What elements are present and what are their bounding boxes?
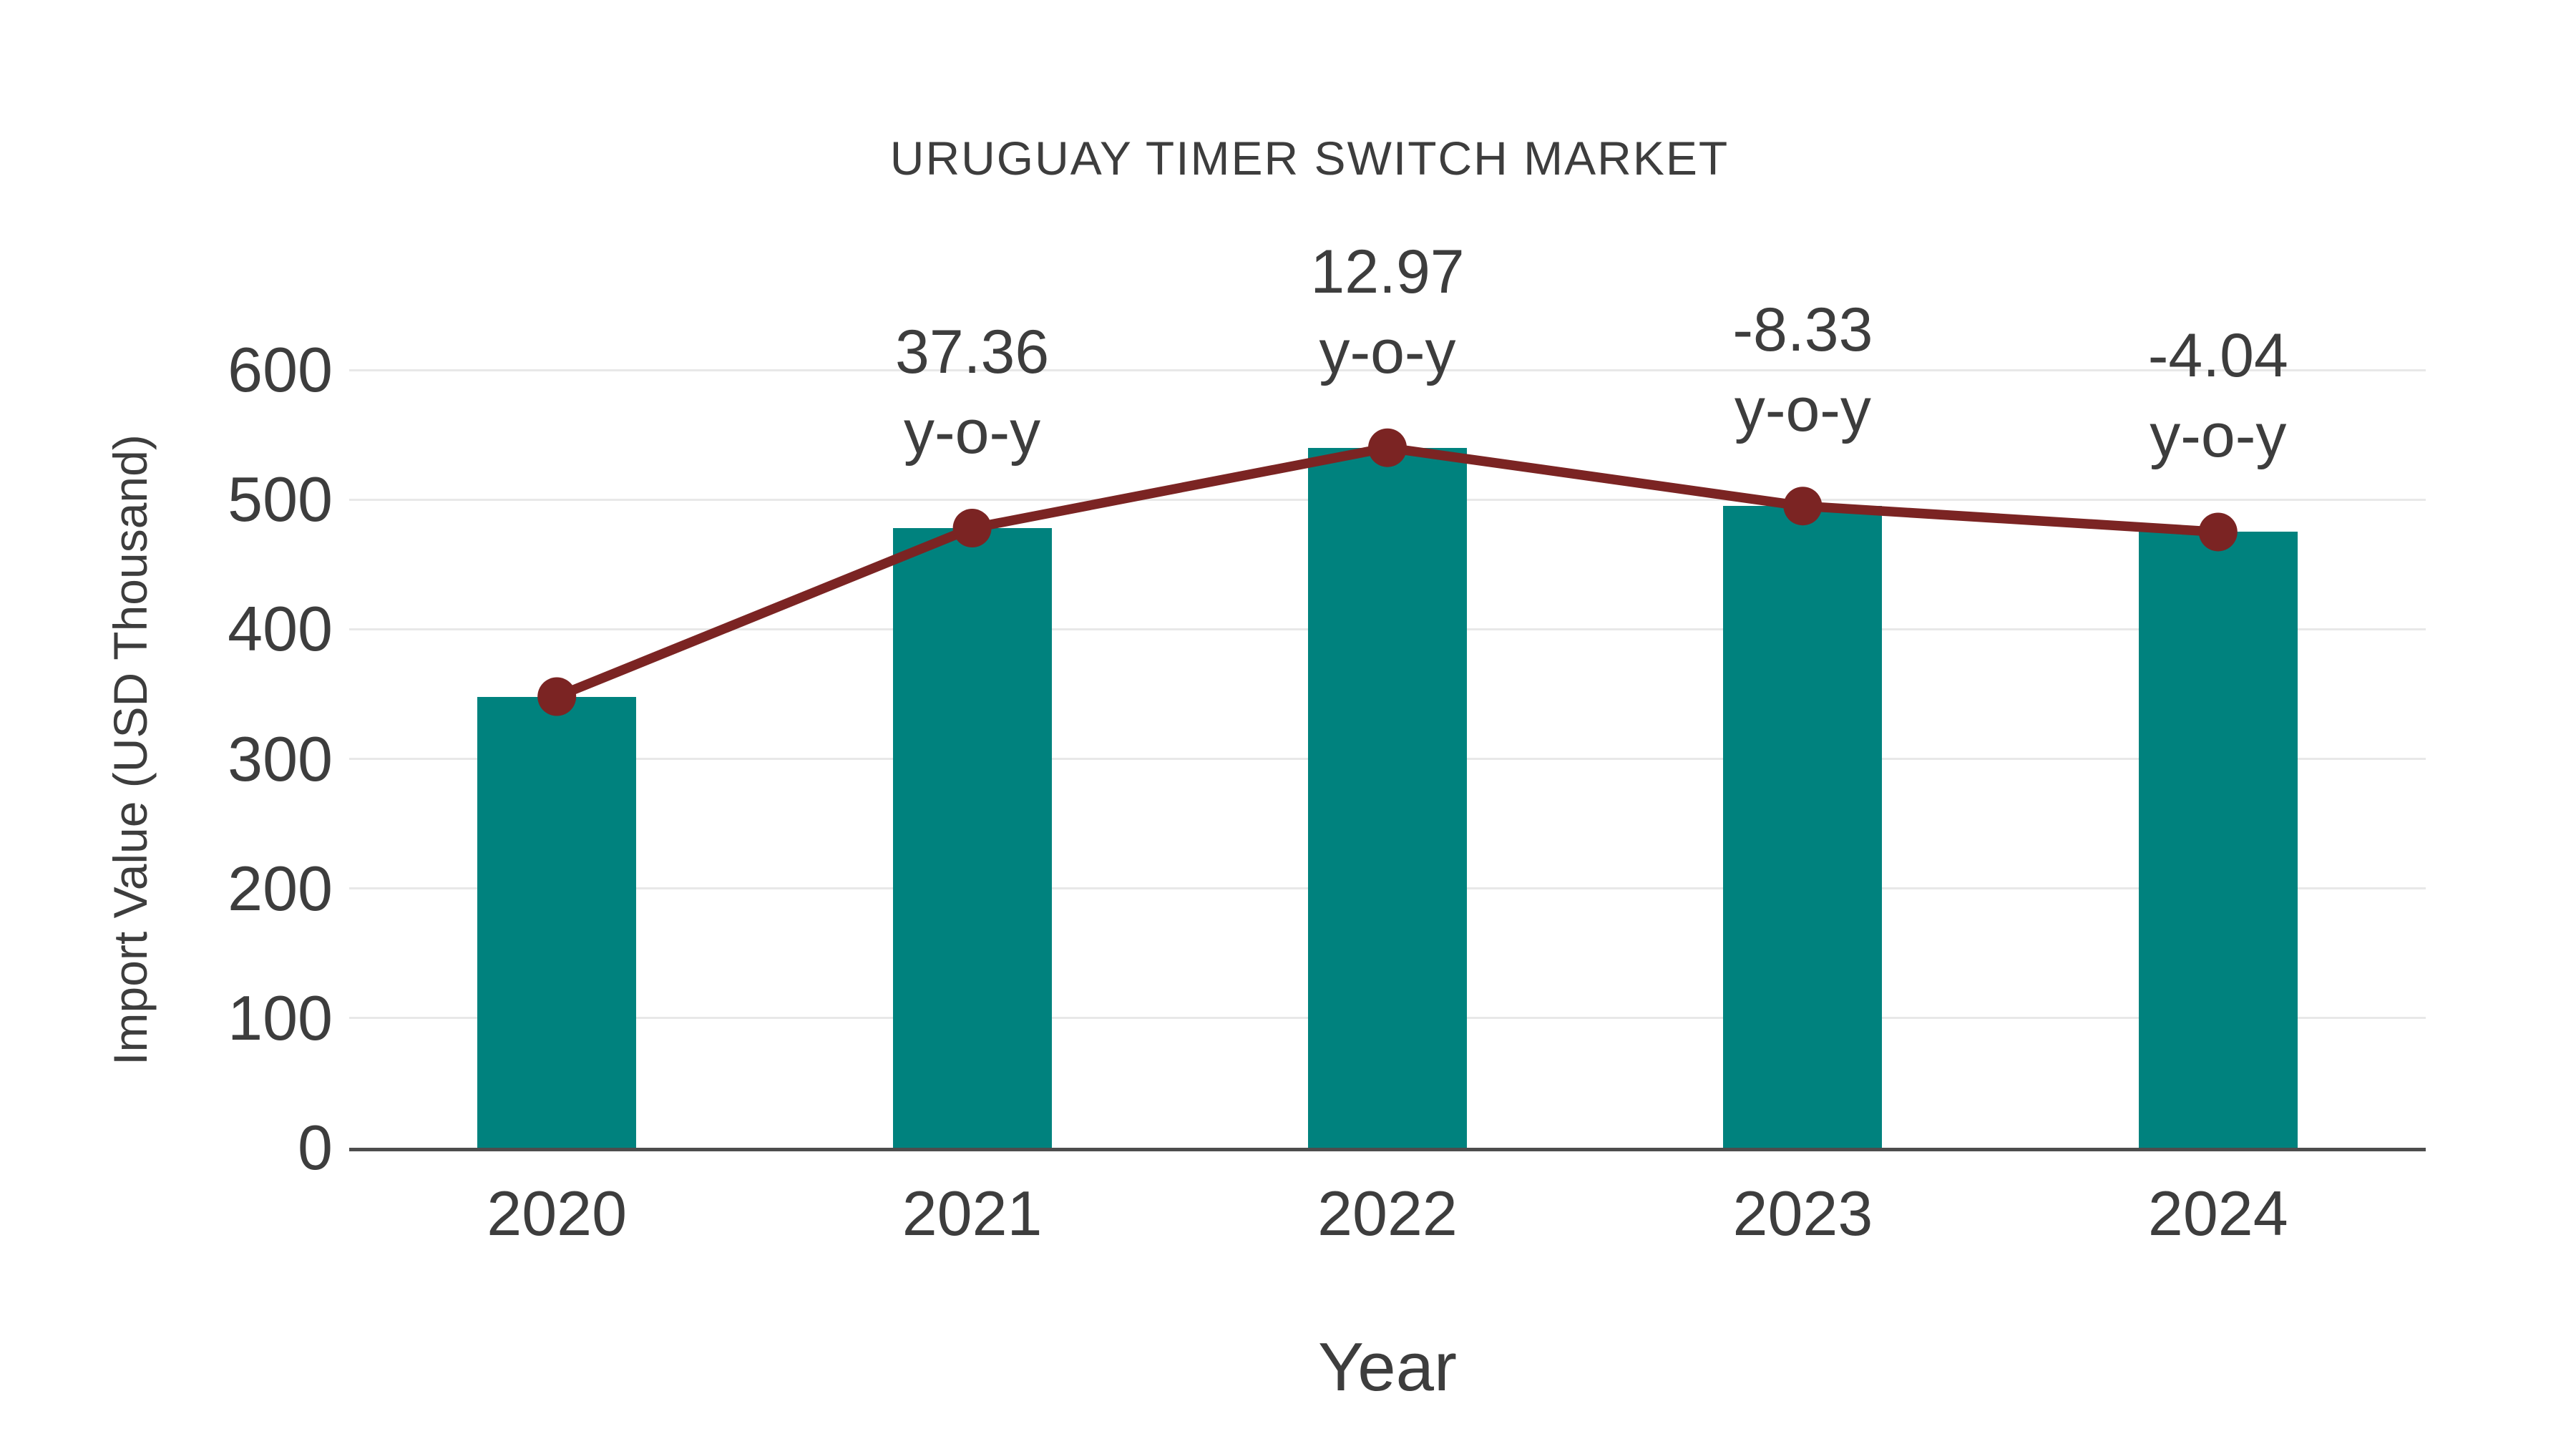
annotation-value-2022: 12.97 (1310, 237, 1465, 306)
annotation-2024: -4.04 y-o-y (1968, 316, 2469, 476)
x-axis-title: Year (1318, 1329, 1457, 1405)
x-tick-label-2020: 2020 (487, 1178, 628, 1249)
bar-2022 (1308, 447, 1467, 1148)
y-tick-label-300: 300 (228, 723, 333, 794)
bar-2021 (892, 528, 1052, 1148)
annotation-suffix-2024: y-o-y (2150, 401, 2287, 471)
y-tick-label-500: 500 (228, 464, 333, 535)
y-tick-label-200: 200 (228, 852, 333, 924)
x-tick-label-2024: 2024 (2147, 1178, 2288, 1249)
annotation-suffix-2023: y-o-y (1734, 376, 1871, 445)
x-tick-label-2022: 2022 (1317, 1178, 1458, 1249)
annotation-2023: -8.33 y-o-y (1552, 290, 2053, 450)
y-tick-label-400: 400 (228, 593, 333, 665)
x-axis-line (349, 1148, 2426, 1151)
bar-2020 (477, 696, 637, 1148)
chart-title: URUGUAY TIMER SWITCH MARKET (889, 132, 1729, 185)
annotation-suffix-2022: y-o-y (1319, 317, 1456, 386)
annotation-value-2023: -8.33 (1732, 296, 1873, 365)
bar-2024 (2138, 532, 2298, 1148)
gridline-600 (349, 369, 2426, 371)
x-tick-label-2023: 2023 (1732, 1178, 1873, 1249)
y-tick-label-0: 0 (298, 1112, 333, 1183)
annotation-2022: 12.97 y-o-y (1137, 232, 1638, 392)
bar-2023 (1723, 506, 1883, 1148)
annotation-suffix-2021: y-o-y (904, 398, 1041, 467)
y-tick-label-600: 600 (228, 334, 333, 405)
annotation-2021: 37.36 y-o-y (722, 312, 1223, 472)
y-tick-label-100: 100 (228, 982, 333, 1053)
annotation-value-2021: 37.36 (894, 318, 1050, 387)
annotation-value-2024: -4.04 (2147, 321, 2288, 391)
x-tick-label-2021: 2021 (902, 1178, 1043, 1249)
